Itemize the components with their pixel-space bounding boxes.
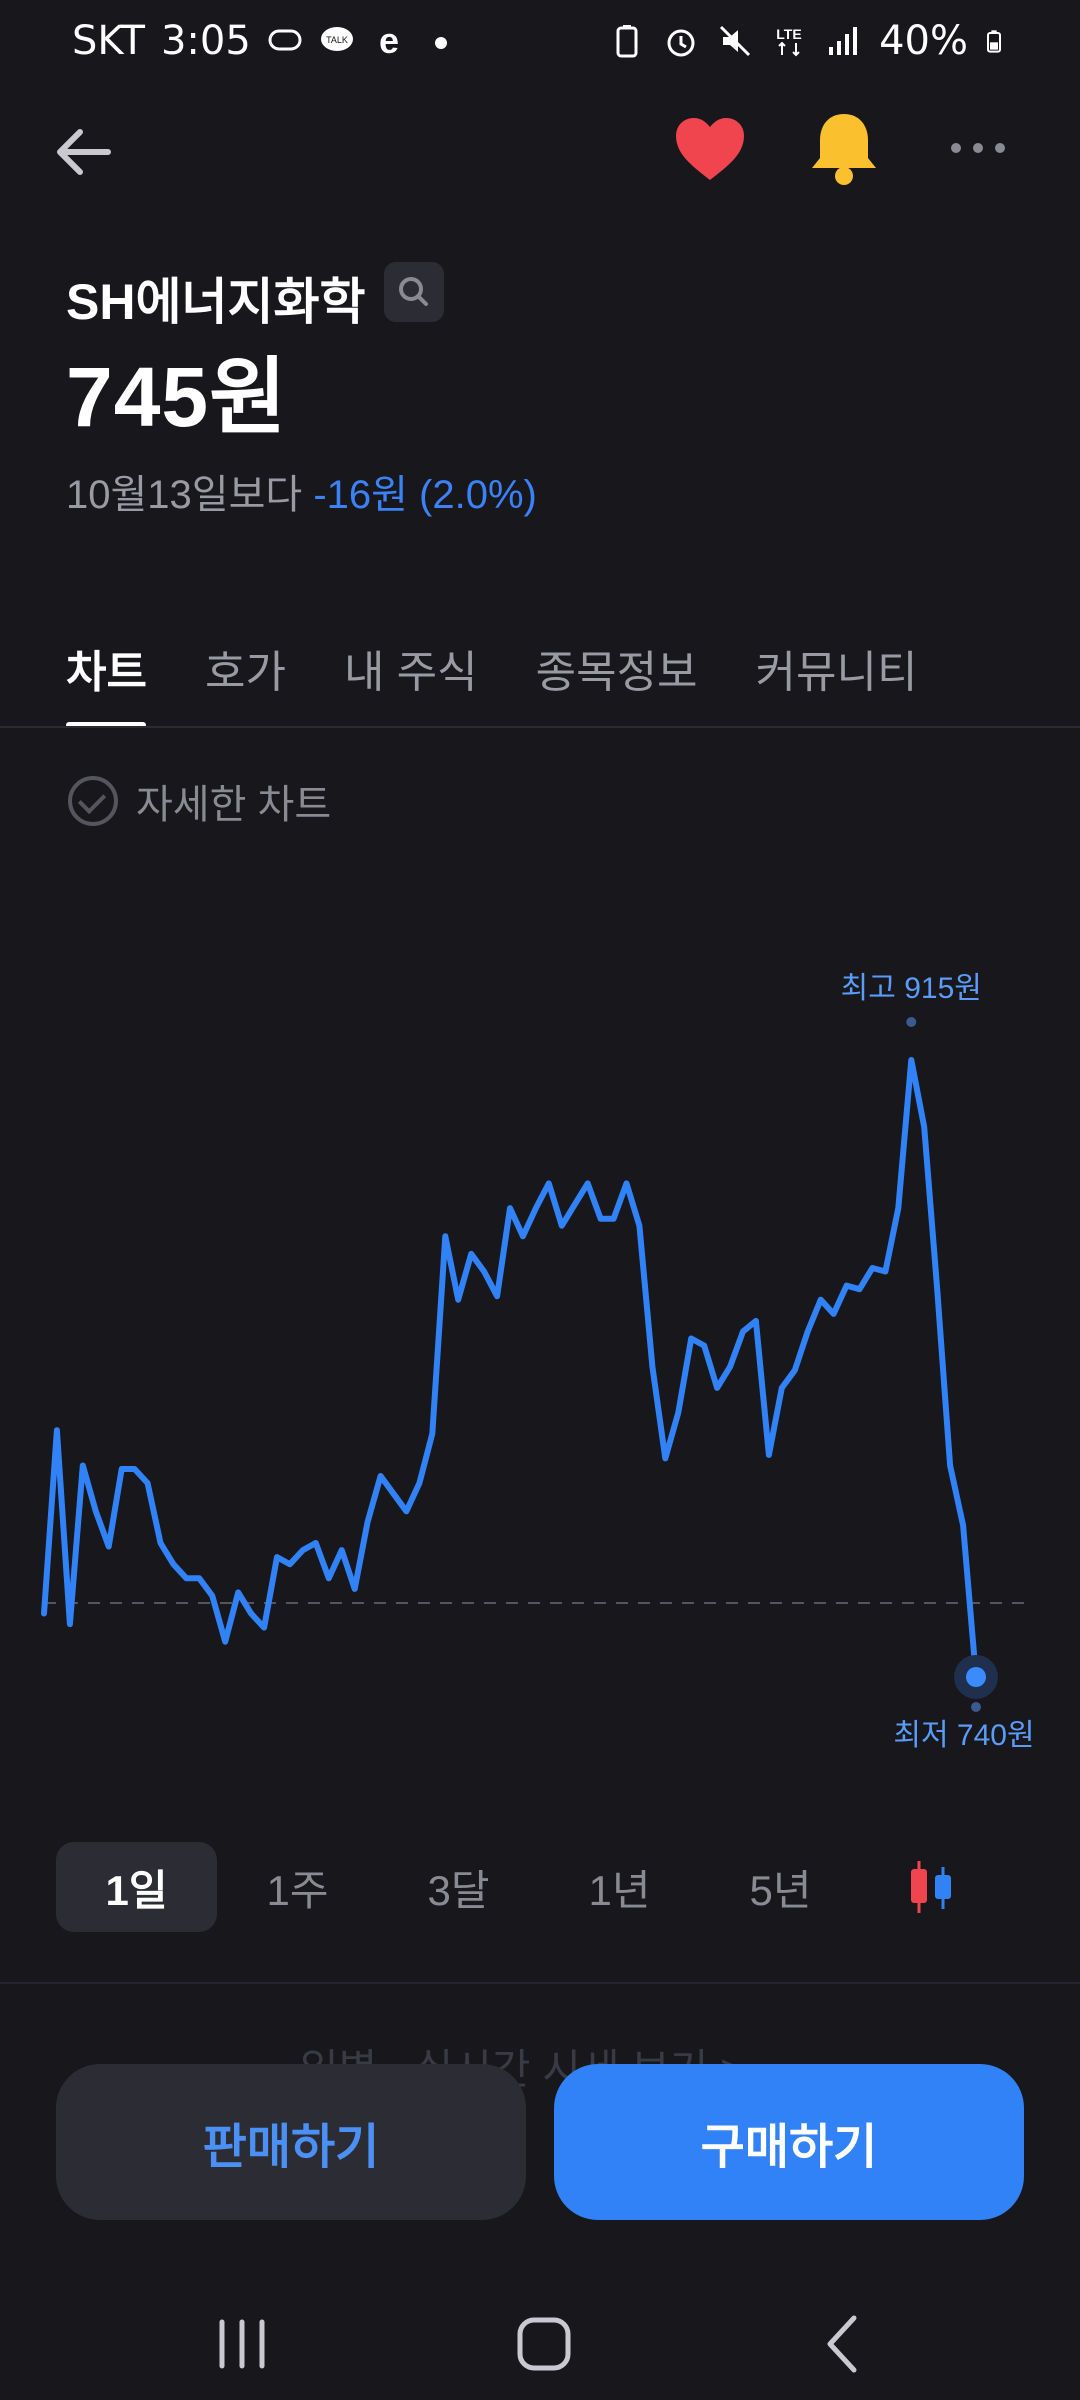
low-marker xyxy=(971,1702,981,1712)
current-price: 745원 xyxy=(66,350,288,444)
current-point xyxy=(966,1667,986,1687)
range-1w[interactable]: 1주 xyxy=(266,1866,329,1914)
sell-button[interactable]: 판매하기 xyxy=(56,2064,526,2220)
tab-community[interactable]: 커뮤니티 xyxy=(755,648,918,697)
dot-icon xyxy=(434,37,447,49)
more-dots-icon[interactable] xyxy=(948,130,1008,166)
tab-my-stock[interactable]: 내 주식 xyxy=(343,648,478,697)
tabs-divider xyxy=(0,726,1080,728)
detail-chart-label: 자세한 차트 xyxy=(136,783,332,827)
price-chart[interactable]: 최고 915원 최저 740원 xyxy=(0,940,1080,1760)
message-icon xyxy=(268,29,302,51)
range-1d[interactable]: 1일 xyxy=(56,1842,217,1932)
low-label: 최저 740원 xyxy=(893,1719,1034,1752)
tab-chart[interactable]: 차트 xyxy=(66,648,147,697)
range-1y[interactable]: 1년 xyxy=(588,1866,651,1914)
battery-saver-icon xyxy=(616,25,638,58)
e-icon: e xyxy=(379,23,399,59)
bell-icon[interactable] xyxy=(806,108,882,188)
nav-back-icon[interactable] xyxy=(804,2304,884,2384)
search-button[interactable] xyxy=(384,262,444,322)
high-label: 최고 915원 xyxy=(841,972,982,1005)
active-tab-indicator xyxy=(66,722,146,728)
status-bar: SKT 3:05 TALK e LTE 40% xyxy=(0,0,1080,90)
clock: 3:05 xyxy=(160,18,251,64)
tab-orderbook[interactable]: 호가 xyxy=(204,648,286,697)
recent-apps-icon[interactable] xyxy=(202,2304,282,2384)
battery-percent: 40% xyxy=(879,18,968,64)
arrow-left-icon[interactable] xyxy=(48,116,120,188)
search-icon xyxy=(399,277,428,306)
svg-text:e: e xyxy=(379,23,399,59)
lte-icon: LTE xyxy=(776,26,802,57)
signal-icon xyxy=(829,27,858,55)
range-selector: 1일 1주 3달 1년 5년 xyxy=(56,1842,1036,1932)
battery-icon xyxy=(987,30,1001,53)
alarm-icon xyxy=(667,29,695,57)
check-circle-icon xyxy=(68,776,118,826)
price-change: 10월13일보다 -16원 (2.0%) xyxy=(66,462,537,520)
home-icon[interactable] xyxy=(504,2304,584,2384)
section-divider xyxy=(0,1982,1080,1984)
system-nav-bar xyxy=(0,2280,1080,2400)
svg-text:LTE: LTE xyxy=(776,26,801,42)
price-line xyxy=(41,1057,979,1680)
high-marker xyxy=(906,1017,917,1027)
tab-bar: 차트 호가 내 주식 종목정보 커뮤니티 xyxy=(66,636,917,700)
detail-chart-toggle[interactable]: 자세한 차트 xyxy=(68,772,331,830)
change-base-label: 10월13일보다 xyxy=(66,473,303,517)
tab-stock-info[interactable]: 종목정보 xyxy=(535,648,698,697)
range-3m[interactable]: 3달 xyxy=(427,1866,490,1914)
candlestick-icon[interactable] xyxy=(901,1857,961,1917)
change-value: -16원 (2.0%) xyxy=(313,473,537,517)
range-5y[interactable]: 5년 xyxy=(749,1866,812,1914)
heart-icon[interactable] xyxy=(672,112,748,188)
svg-text:TALK: TALK xyxy=(326,35,348,45)
mute-icon xyxy=(720,25,751,57)
buy-button[interactable]: 구매하기 xyxy=(554,2064,1024,2220)
kakaotalk-icon: TALK xyxy=(320,27,353,51)
stock-name: SH에너지화학 xyxy=(66,274,366,330)
carrier-label: SKT xyxy=(72,18,145,64)
